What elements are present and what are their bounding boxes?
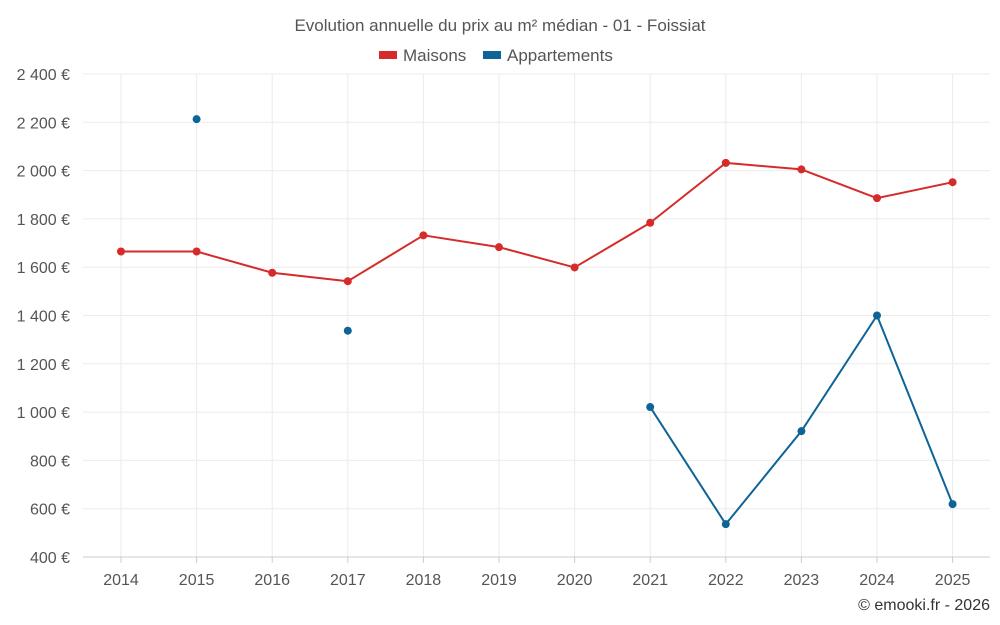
- data-point[interactable]: [646, 218, 655, 227]
- data-point[interactable]: [117, 247, 125, 256]
- x-tick-label: 2017: [330, 572, 366, 589]
- grid-layer: [83, 73, 990, 558]
- data-point[interactable]: [797, 427, 806, 436]
- data-point[interactable]: [948, 500, 957, 509]
- x-tick-label: 2015: [179, 572, 215, 589]
- legend-swatch: [379, 51, 397, 59]
- series-layer: [117, 115, 957, 529]
- legend-swatch: [483, 51, 501, 59]
- y-tick-label: 400 €: [30, 550, 70, 567]
- data-point[interactable]: [495, 243, 503, 252]
- data-point[interactable]: [419, 231, 428, 240]
- x-tick-label: 2025: [935, 572, 971, 589]
- x-tick-label: 2016: [254, 572, 290, 589]
- data-point[interactable]: [721, 520, 730, 529]
- y-tick-label: 2 400 €: [17, 67, 70, 84]
- series-appartements: [192, 115, 957, 529]
- data-point[interactable]: [570, 263, 579, 272]
- x-tick-label: 2022: [708, 572, 744, 589]
- x-tick-label: 2018: [406, 572, 442, 589]
- axis-layer: 400 € 600 € 800 € 1 000 € 1 200 € 1 400 € 1 60…: [17, 67, 990, 589]
- x-tick-label: 2023: [784, 572, 820, 589]
- series-maisons: [117, 158, 957, 286]
- y-tick-label: 1 400 €: [17, 309, 70, 326]
- data-point[interactable]: [268, 268, 277, 277]
- data-point[interactable]: [948, 178, 957, 187]
- legend-label: Appartements: [507, 46, 613, 65]
- data-point[interactable]: [192, 247, 201, 256]
- y-tick-label: 1 800 €: [17, 212, 70, 229]
- data-point[interactable]: [873, 194, 881, 203]
- credit-text: © emooki.fr - 2026: [858, 597, 990, 614]
- data-point[interactable]: [343, 326, 352, 335]
- y-tick-label: 600 €: [30, 502, 70, 519]
- x-tick-label: 2019: [481, 572, 517, 589]
- chart-title: Evolution annuelle du prix au m² médian …: [294, 16, 705, 35]
- x-tick-label: 2021: [632, 572, 668, 589]
- data-point[interactable]: [192, 115, 201, 124]
- legend-item-appartements[interactable]: Appartements: [483, 46, 613, 65]
- y-tick-label: 2 000 €: [17, 164, 70, 181]
- y-tick-label: 1 000 €: [17, 405, 70, 422]
- legend-item-maisons[interactable]: Maisons: [379, 46, 466, 65]
- data-point[interactable]: [873, 311, 881, 320]
- legend-label: Maisons: [403, 46, 466, 65]
- x-tick-label: 2024: [859, 572, 895, 589]
- data-point[interactable]: [721, 158, 730, 167]
- legend[interactable]: Maisons Appartements: [379, 46, 613, 65]
- x-tick-label: 2014: [103, 572, 139, 589]
- y-tick-label: 800 €: [30, 453, 70, 470]
- y-tick-label: 1 200 €: [17, 357, 70, 374]
- data-point[interactable]: [646, 403, 655, 412]
- data-point[interactable]: [343, 277, 352, 286]
- y-tick-label: 2 200 €: [17, 115, 70, 132]
- data-point[interactable]: [797, 165, 806, 174]
- y-tick-label: 1 600 €: [17, 260, 70, 277]
- series-line: [121, 161, 953, 283]
- x-tick-label: 2020: [557, 572, 593, 589]
